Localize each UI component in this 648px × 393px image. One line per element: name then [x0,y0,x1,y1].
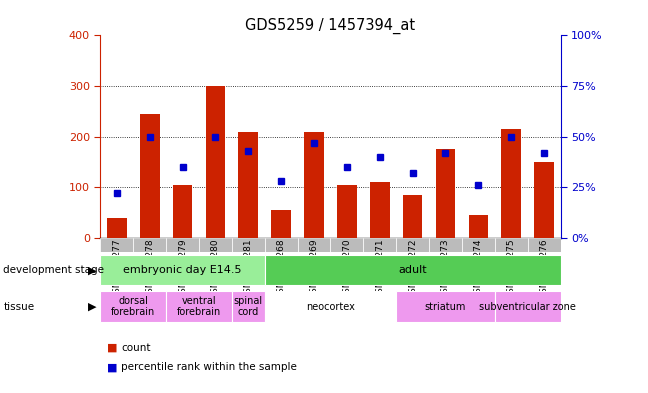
Text: GSM1195270: GSM1195270 [342,239,351,299]
Bar [469,215,488,238]
Text: GSM1195269: GSM1195269 [310,239,319,299]
Text: GSM1195273: GSM1195273 [441,239,450,299]
Text: GSM1195276: GSM1195276 [540,239,549,299]
Text: ■: ■ [107,343,117,353]
Bar [429,238,462,252]
Bar [140,114,159,238]
Text: striatum: striatum [425,301,466,312]
Bar [199,238,232,252]
Bar [527,238,561,252]
Bar [166,290,232,322]
Bar [205,86,226,238]
Bar [272,210,291,238]
Text: count: count [121,343,151,353]
Bar [238,132,258,238]
Bar [396,238,429,252]
Title: GDS5259 / 1457394_at: GDS5259 / 1457394_at [246,18,415,34]
Text: ▶: ▶ [87,265,97,275]
Bar [370,182,389,238]
Bar [502,129,521,238]
Bar [232,238,265,252]
Bar [265,238,297,252]
Text: subventricular zone: subventricular zone [480,301,576,312]
Text: ■: ■ [107,362,117,373]
Text: GSM1195275: GSM1195275 [507,239,516,299]
Text: spinal
cord: spinal cord [234,296,263,317]
Bar [304,132,324,238]
Bar [495,290,561,322]
Bar [337,185,357,238]
Text: GSM1195277: GSM1195277 [112,239,121,299]
Text: GSM1195268: GSM1195268 [277,239,286,299]
Bar [265,255,561,285]
Bar [232,290,265,322]
Bar [166,238,199,252]
Text: embryonic day E14.5: embryonic day E14.5 [123,265,242,275]
Bar [403,195,422,238]
Bar [107,217,127,238]
Text: tissue: tissue [3,301,34,312]
Bar [173,185,192,238]
Text: GSM1195272: GSM1195272 [408,239,417,299]
Bar [495,238,527,252]
Text: neocortex: neocortex [306,301,355,312]
Bar [133,238,166,252]
Text: GSM1195274: GSM1195274 [474,239,483,299]
Bar [462,238,495,252]
Bar [100,255,265,285]
Bar [100,290,166,322]
Text: development stage: development stage [3,265,104,275]
Bar [265,290,396,322]
Text: GSM1195281: GSM1195281 [244,239,253,299]
Text: GSM1195279: GSM1195279 [178,239,187,299]
Text: ▶: ▶ [87,301,97,312]
Bar [330,238,364,252]
Bar [534,162,554,238]
Bar [297,238,330,252]
Text: adult: adult [399,265,427,275]
Text: GSM1195271: GSM1195271 [375,239,384,299]
Bar [100,238,133,252]
Text: dorsal
forebrain: dorsal forebrain [111,296,156,317]
Bar [396,290,495,322]
Text: ventral
forebrain: ventral forebrain [177,296,221,317]
Bar [364,238,396,252]
Text: GSM1195278: GSM1195278 [145,239,154,299]
Text: GSM1195280: GSM1195280 [211,239,220,299]
Text: percentile rank within the sample: percentile rank within the sample [121,362,297,373]
Bar [435,149,456,238]
